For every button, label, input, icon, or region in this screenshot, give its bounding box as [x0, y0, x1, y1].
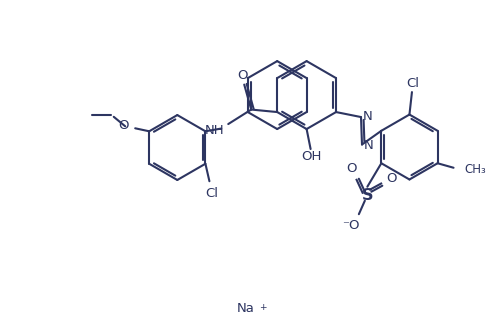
Text: Cl: Cl [205, 187, 218, 200]
Text: NH: NH [205, 124, 224, 137]
Text: S: S [361, 188, 373, 203]
Text: N: N [363, 110, 373, 122]
Text: +: + [259, 303, 266, 312]
Text: O: O [237, 69, 247, 82]
Text: O: O [386, 172, 397, 185]
Text: Na: Na [237, 302, 255, 315]
Text: Cl: Cl [407, 76, 419, 90]
Text: O: O [119, 119, 129, 132]
Text: ⁻O: ⁻O [342, 219, 359, 232]
Text: OH: OH [301, 150, 322, 163]
Text: O: O [346, 162, 356, 175]
Text: N: N [364, 139, 374, 152]
Text: CH₃: CH₃ [464, 163, 486, 176]
